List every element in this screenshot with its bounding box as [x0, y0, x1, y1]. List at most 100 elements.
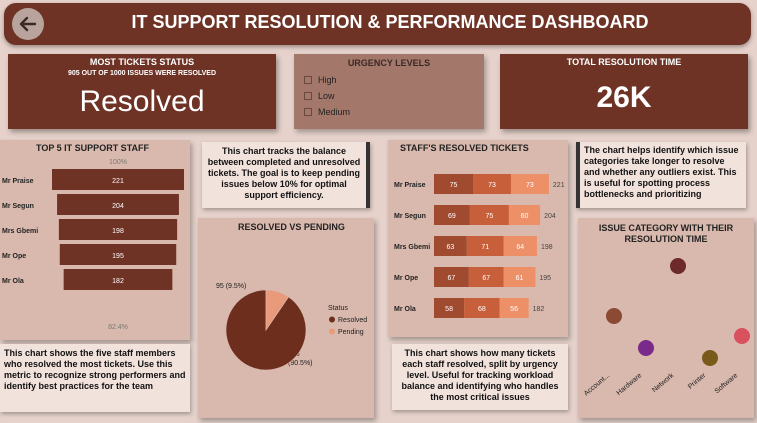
stack-segment: [434, 205, 470, 225]
stack-segment-label: 56: [510, 306, 518, 313]
scatter-point: [638, 340, 654, 356]
top-staff-title: TOP 5 IT SUPPORT STAFF: [36, 143, 150, 153]
dashboard-title: IT SUPPORT RESOLUTION & PERFORMANCE DASH…: [131, 12, 649, 32]
stack-segment-label: 71: [481, 244, 489, 251]
top-staff-panel: TOP 5 IT SUPPORT STAFF 100% 82.4% 221 Mr …: [0, 140, 190, 340]
stack-segment: [434, 236, 467, 256]
funnel-category-label: Mrs Gbemi: [2, 228, 38, 235]
resolved-pending-note: This chart tracks the balance between co…: [202, 142, 370, 208]
urgency-option-high[interactable]: High: [304, 73, 484, 87]
scatter-axis-label: Account...: [583, 372, 611, 397]
stack-category-label: Mr Praise: [394, 182, 426, 189]
scatter-point: [606, 308, 622, 324]
resolution-card-value: 26K: [596, 81, 652, 114]
stack-category-label: Mr Ope: [394, 275, 418, 282]
stack-category-label: Mr Segun: [394, 213, 426, 220]
resolved-pending-title: RESOLVED VS PENDING: [238, 222, 345, 232]
funnel-bar: [63, 269, 173, 290]
urgency-option-label: Low: [318, 91, 335, 101]
urgency-slicer: URGENCY LEVELS High Low Medium: [294, 54, 484, 129]
header-bar: [4, 3, 751, 45]
stack-segment-label: 67: [448, 275, 456, 282]
stack-category-label: Mrs Gbemi: [394, 244, 430, 251]
stack-category-label: Mr Ola: [394, 306, 416, 313]
stack-segment: [464, 298, 500, 318]
top-staff-funnel-chart: 100% 82.4% 221 Mr Praise 204 Mr Segun 198 Mrs…: [2, 159, 184, 331]
issue-category-scatter-chart: Account... Hardware Network Printer Software: [583, 258, 750, 398]
status-card-subtitle: 905 OUT OF 1000 ISSUES WERE RESOLVED: [67, 70, 217, 77]
status-card: MOST TICKETS STATUS 905 OUT OF 1000 ISSU…: [8, 54, 276, 129]
funnel-category-label: Mr Ola: [2, 278, 24, 285]
scatter-point: [670, 258, 686, 274]
pie-legend-label: Resolved: [338, 317, 367, 324]
stack-segment-label: 73: [488, 182, 496, 189]
stack-segment: [503, 236, 537, 256]
funnel-bar: [59, 244, 177, 265]
checkbox-icon[interactable]: [304, 92, 312, 100]
pie-resolved-label: (90.5%): [288, 360, 313, 367]
stack-segment-label: 69: [448, 213, 456, 220]
stack-segment-label: 58: [445, 306, 453, 313]
stack-total-label: 195: [539, 275, 551, 282]
staff-resolved-title: STAFF'S RESOLVED TICKETS: [400, 143, 529, 153]
staff-resolved-stacked-bar-chart: Mr Praise 75 73 73 221 Mr Segun 69 75 60 204 Mrs G…: [394, 174, 565, 318]
stack-segment: [508, 205, 541, 225]
stack-segment: [466, 236, 504, 256]
funnel-value-label: 221: [112, 178, 124, 185]
stack-segment-label: 61: [516, 275, 524, 282]
funnel-category-label: Mr Ope: [2, 253, 26, 260]
funnel-value-label: 204: [112, 203, 124, 210]
staff-resolved-note: This chart shows how many tickets each s…: [392, 344, 568, 410]
back-button[interactable]: [12, 8, 44, 40]
funnel-bottom-label: 82.4%: [108, 324, 128, 331]
urgency-option-label: High: [318, 75, 337, 85]
funnel-bar: [57, 194, 179, 215]
status-card-title: MOST TICKETS STATUS: [89, 57, 195, 67]
stack-total-label: 204: [544, 213, 556, 220]
stack-segment: [499, 298, 529, 318]
resolution-time-card: TOTAL RESOLUTION TIME 26K: [500, 54, 748, 129]
funnel-bar: [58, 219, 178, 240]
issue-category-title: ISSUE CATEGORY WITH THEIR RESOLUTION TIM…: [598, 223, 734, 244]
resolved-pending-pie-chart: 95 (9.5%) 905 (90.5%) Status ResolvedPen…: [216, 283, 367, 371]
urgency-title: URGENCY LEVELS: [347, 58, 431, 68]
urgency-option-medium[interactable]: Medium: [304, 105, 484, 119]
resolved-pending-panel: RESOLVED VS PENDING 95 (9.5%) 905 (90.5%…: [198, 218, 374, 418]
funnel-value-label: 182: [112, 278, 124, 285]
scatter-axis-label: Software: [714, 372, 740, 395]
funnel-category-label: Mr Segun: [2, 203, 34, 210]
status-card-value: Resolved: [79, 85, 205, 118]
stack-segment-label: 67: [482, 275, 490, 282]
stack-segment-label: 75: [485, 213, 493, 220]
stack-segment: [469, 205, 509, 225]
checkbox-icon[interactable]: [304, 76, 312, 84]
funnel-bar: [52, 169, 184, 190]
top-staff-note: This chart shows the five staff members …: [0, 344, 190, 412]
stack-total-label: 221: [553, 182, 565, 189]
urgency-option-low[interactable]: Low: [304, 89, 484, 103]
stack-segment: [434, 267, 469, 287]
stack-segment-label: 68: [478, 306, 486, 313]
stack-total-label: 182: [533, 306, 545, 313]
urgency-option-label: Medium: [318, 107, 351, 117]
scatter-axis-label: Hardware: [616, 372, 644, 397]
pie-legend-title: Status: [328, 305, 348, 312]
scatter-point: [702, 350, 718, 366]
funnel-value-label: 198: [112, 228, 124, 235]
funnel-top-label: 100%: [109, 159, 127, 166]
arrow-left-icon: [19, 16, 37, 32]
issue-category-panel: ISSUE CATEGORY WITH THEIR RESOLUTION TIM…: [578, 218, 754, 418]
funnel-category-label: Mr Praise: [2, 178, 34, 185]
checkbox-icon[interactable]: [304, 108, 312, 116]
funnel-value-label: 195: [112, 253, 124, 260]
stack-segment-label: 63: [446, 244, 454, 251]
stack-segment-label: 75: [450, 182, 458, 189]
pie-pending-label: 95 (9.5%): [216, 283, 246, 290]
stack-segment: [434, 174, 473, 194]
pie-legend-marker: [329, 328, 335, 335]
stack-segment: [434, 298, 465, 318]
stack-segment: [510, 174, 549, 194]
pie-legend-label: Pending: [338, 329, 364, 336]
scatter-axis-label: Network: [651, 372, 676, 394]
scatter-axis-label: Printer: [687, 372, 708, 391]
